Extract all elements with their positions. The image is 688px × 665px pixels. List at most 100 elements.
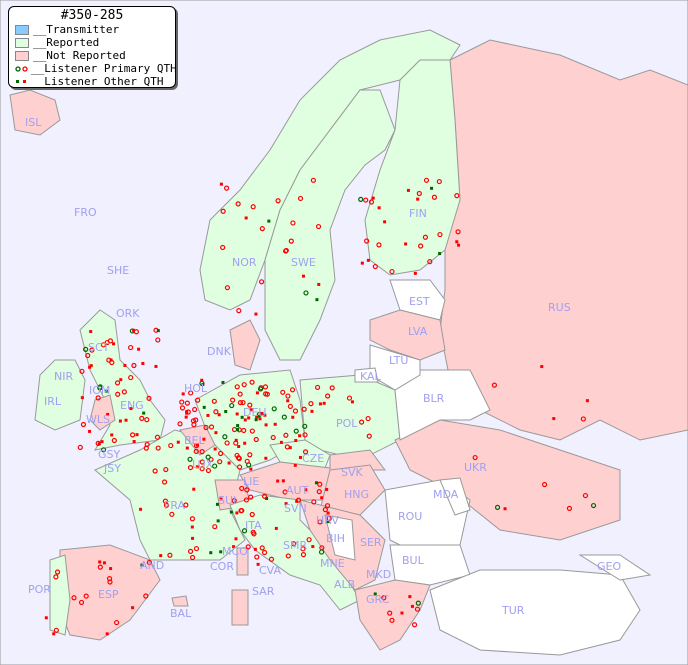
listener-primary-qth-marker xyxy=(104,339,110,346)
listener-other-qth-marker xyxy=(317,282,321,286)
listener-primary-qth-marker xyxy=(259,545,265,551)
listener-primary-qth-marker xyxy=(106,357,112,363)
listener-primary-qth-marker xyxy=(308,401,314,407)
listener-other-qth-marker xyxy=(236,424,240,428)
listener-primary-qth-marker xyxy=(193,545,200,552)
country-wls xyxy=(89,394,116,431)
listener-primary-qth-marker xyxy=(372,263,378,270)
listener-other-qth-marker xyxy=(322,401,326,405)
listener-other-qth-marker xyxy=(227,461,231,465)
listener-primary-qth-marker xyxy=(275,198,281,204)
listener-primary-qth-marker xyxy=(250,204,256,210)
listener-primary-qth-marker xyxy=(208,456,214,463)
label-rou: ROU xyxy=(398,510,422,523)
listener-other-qth-marker xyxy=(552,417,556,421)
listener-other-qth-marker xyxy=(413,271,417,275)
listener-primary-qth-marker xyxy=(297,195,304,202)
listener-other-qth-marker xyxy=(256,562,260,566)
listener-primary-qth-marker xyxy=(111,437,117,444)
listener-other-qth-marker xyxy=(185,410,189,414)
listener-primary-qth-marker xyxy=(183,502,189,508)
listener-primary-qth-marker xyxy=(113,619,120,626)
listener-other-qth-marker xyxy=(249,467,253,471)
label-esp: ESP xyxy=(98,588,119,601)
country-isl xyxy=(9,89,61,136)
listener-primary-qth-marker xyxy=(346,395,353,401)
listener-other-qth-marker xyxy=(377,206,381,210)
listener-primary-qth-marker xyxy=(285,393,291,399)
listener-primary-qth-marker xyxy=(114,380,121,386)
listener-other-qth-marker xyxy=(273,422,277,426)
listener-primary-qth-marker xyxy=(95,440,101,446)
transmitter-swatch xyxy=(15,24,29,35)
listener-other-qth-marker xyxy=(438,252,442,256)
listener-primary-qth-marker xyxy=(249,428,255,434)
listener-primary-qth-marker xyxy=(155,445,161,451)
legend: #350-285 __Transmitter __Reported __Not … xyxy=(8,6,177,88)
listener-primary-qth-marker xyxy=(203,424,209,431)
listener-primary-qth-marker xyxy=(315,223,322,230)
listener-primary-qth-marker xyxy=(189,554,196,561)
listener-primary-qth-marker xyxy=(303,290,309,296)
listener-other-qth-marker xyxy=(97,442,101,446)
listener-other-qth-marker xyxy=(206,413,210,417)
listener-primary-qth-marker xyxy=(188,390,194,396)
listener-primary-qth-marker xyxy=(146,559,152,566)
listener-primary-qth-marker xyxy=(237,400,244,406)
listener-primary-qth-marker xyxy=(100,342,107,348)
listener-primary-qth-marker xyxy=(381,595,387,601)
label-svk: SVK xyxy=(341,466,364,479)
listener-other-qth-marker xyxy=(258,417,262,421)
label-isl: ISL xyxy=(25,116,42,129)
label-blr: BLR xyxy=(423,392,445,405)
country-blr xyxy=(394,369,491,441)
listener-other-qth-marker xyxy=(98,560,102,564)
listener-other-qth-marker xyxy=(264,456,268,460)
listener-primary-qth-marker xyxy=(365,415,371,422)
listener-primary-qth-marker xyxy=(179,399,185,405)
listener-primary-qth-marker xyxy=(224,285,231,291)
legend-label: __Not Reported xyxy=(33,49,126,62)
listener-primary-qth-marker xyxy=(261,549,268,556)
listener-primary-qth-marker xyxy=(83,593,89,599)
legend-label: __Transmitter xyxy=(33,23,120,36)
listener-other-qth-marker xyxy=(112,342,116,346)
label-fin: FIN xyxy=(409,207,427,220)
listener-other-qth-marker xyxy=(119,378,123,382)
listener-other-qth-marker xyxy=(314,481,318,485)
listener-primary-qth-marker xyxy=(282,489,288,495)
listener-other-qth-marker xyxy=(129,407,133,411)
label-ser: SER xyxy=(360,536,382,549)
country-sar xyxy=(231,589,249,626)
listener-primary-qth-marker xyxy=(431,194,438,200)
listener-other-qth-marker xyxy=(176,440,180,444)
listener-primary-qth-marker xyxy=(292,408,299,414)
listener-other-qth-marker xyxy=(229,510,233,514)
label-iom: IOM xyxy=(89,384,110,397)
listener-other-qth-marker xyxy=(260,411,264,415)
listener-other-qth-marker xyxy=(294,438,298,442)
listener-primary-qth-marker xyxy=(218,450,224,457)
listener-primary-qth-marker xyxy=(249,379,255,385)
country-swe xyxy=(264,89,396,361)
listener-primary-qth-marker xyxy=(301,406,307,412)
listener-other-qth-marker xyxy=(80,396,84,400)
listener-primary-qth-marker xyxy=(217,459,223,465)
listener-primary-qth-marker xyxy=(53,627,59,633)
listener-primary-qth-marker xyxy=(285,553,291,559)
listener-other-qth-marker xyxy=(291,415,295,419)
label-hol: HOL xyxy=(184,382,208,395)
listener-primary-qth-marker xyxy=(247,452,253,458)
listener-primary-qth-marker xyxy=(300,552,307,558)
listener-primary-qth-marker xyxy=(566,505,573,511)
listener-primary-qth-marker xyxy=(106,576,113,582)
label-nir: NIR xyxy=(54,370,73,383)
listener-primary-qth-marker xyxy=(261,493,268,499)
listener-other-qth-marker xyxy=(235,412,239,416)
listener-other-qth-marker xyxy=(184,415,188,419)
listener-primary-qth-marker xyxy=(235,455,242,461)
listener-primary-qth-marker xyxy=(155,337,161,343)
listener-primary-qth-marker xyxy=(213,409,219,415)
listener-other-qth-marker xyxy=(217,413,221,417)
listener-primary-qth-marker xyxy=(100,447,107,453)
